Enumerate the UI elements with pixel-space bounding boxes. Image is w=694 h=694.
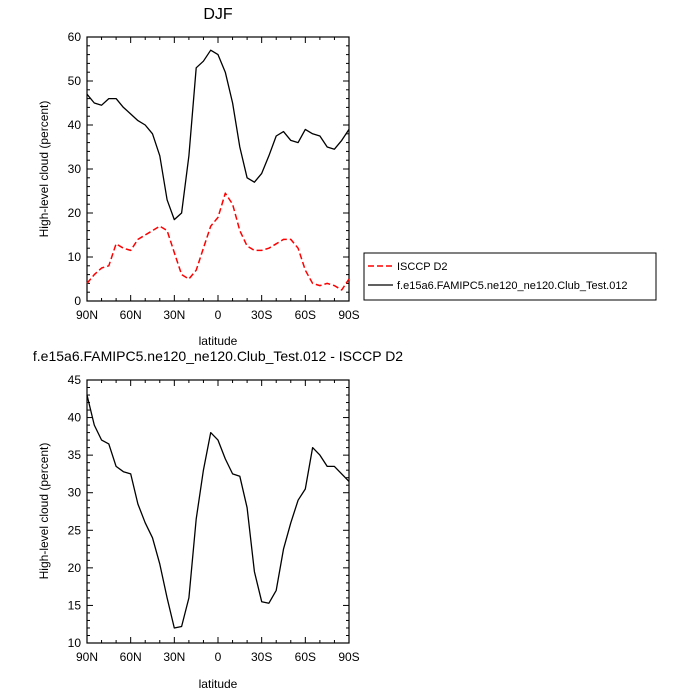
legend-box <box>363 252 657 301</box>
top-chart-ytick-label: 20 <box>68 206 82 220</box>
bottom-chart-ytick-label: 15 <box>68 598 82 612</box>
legend: ISCCP D2 f.e15a6.FAMIPC5.ne120_ne120.Clu… <box>363 252 657 301</box>
top-chart-xtick-label: 90N <box>76 308 98 322</box>
bottom-chart-series <box>86 394 350 629</box>
bottom-chart-title: f.e15a6.FAMIPC5.ne120_ne120.Club_Test.01… <box>33 348 403 364</box>
bottom-chart-xtick-label: 90S <box>338 650 359 664</box>
bottom-chart-ytick-label: 40 <box>68 411 82 425</box>
series-line-isccp-d2 <box>86 192 350 291</box>
bottom-chart-xlabel: latitude <box>199 677 238 691</box>
bottom-chart-frame <box>86 379 350 644</box>
series-line-model <box>86 49 350 221</box>
bottom-chart-ytick-label: 30 <box>68 486 82 500</box>
top-chart-frame <box>86 36 350 302</box>
top-chart-xtick-label: 90S <box>338 308 359 322</box>
top-chart-xtick-label: 30S <box>251 308 272 322</box>
top-chart-xlabel: latitude <box>199 334 238 348</box>
top-chart-x-ticks: 90N 60N 30N 0 30S 60S 90S <box>76 37 360 322</box>
bottom-chart-xtick-label: 60N <box>120 650 142 664</box>
bottom-chart-x-ticks: 90N 60N 30N 0 30S 60S 90S <box>76 380 360 664</box>
bottom-chart-ytick-label: 45 <box>68 373 82 387</box>
bottom-chart-ytick-label: 20 <box>68 561 82 575</box>
bottom-chart-ylabel: High-level cloud (percent) <box>37 443 51 580</box>
top-chart-ytick-label: 30 <box>68 162 82 176</box>
top-chart-xtick-label: 0 <box>215 308 222 322</box>
top-chart: DJF 0 10 20 30 40 50 60 90N 60N 30N 0 30S 60S 90S la… <box>37 6 657 348</box>
bottom-chart: f.e15a6.FAMIPC5.ne120_ne120.Club_Test.01… <box>33 348 403 691</box>
bottom-chart-y-ticks: 10 15 20 25 30 35 40 45 <box>68 373 349 650</box>
top-chart-xtick-label: 60N <box>120 308 142 322</box>
top-chart-ytick-label: 0 <box>74 294 81 308</box>
bottom-chart-xtick-label: 60S <box>295 650 316 664</box>
top-chart-ylabel: High-level cloud (percent) <box>37 101 51 238</box>
top-chart-y-ticks: 0 10 20 30 40 50 60 <box>68 30 349 308</box>
top-chart-title: DJF <box>203 6 233 23</box>
top-chart-series <box>86 49 350 291</box>
series-line-difference <box>86 394 350 629</box>
top-chart-ytick-label: 10 <box>68 250 82 264</box>
bottom-chart-xtick-label: 30N <box>163 650 185 664</box>
top-chart-xtick-label: 60S <box>295 308 316 322</box>
legend-label-model: f.e15a6.FAMIPC5.ne120_ne120.Club_Test.01… <box>397 280 628 292</box>
bottom-chart-xtick-label: 90N <box>76 650 98 664</box>
top-chart-ytick-label: 40 <box>68 118 82 132</box>
bottom-chart-ytick-label: 10 <box>68 636 82 650</box>
legend-label-obs: ISCCP D2 <box>397 261 448 273</box>
top-chart-ytick-label: 50 <box>68 74 82 88</box>
bottom-chart-xtick-label: 0 <box>215 650 222 664</box>
bottom-chart-xtick-label: 30S <box>251 650 272 664</box>
top-chart-ytick-label: 60 <box>68 30 82 44</box>
bottom-chart-ytick-label: 35 <box>68 448 82 462</box>
top-chart-xtick-label: 30N <box>163 308 185 322</box>
bottom-chart-ytick-label: 25 <box>68 523 82 537</box>
